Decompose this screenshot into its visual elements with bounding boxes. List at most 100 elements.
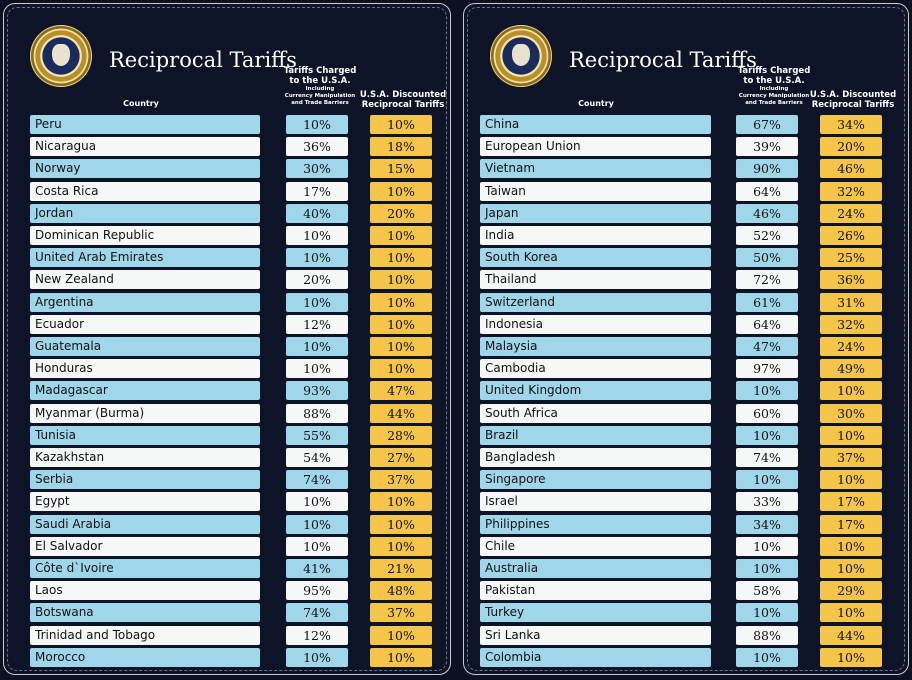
discounted-cell: 10% — [370, 536, 432, 556]
discounted-cell: 10% — [820, 381, 882, 401]
table-row: Saudi Arabia 10% 10% — [4, 514, 450, 534]
table-row: Israel 33% 17% — [464, 492, 908, 512]
discounted-cell: 49% — [820, 359, 882, 379]
charged-header-sub1: Including — [305, 86, 335, 92]
charged-cell: 10% — [736, 470, 798, 490]
charged-cell: 10% — [736, 425, 798, 445]
discounted-cell: 10% — [820, 470, 882, 490]
table-row: Dominican Republic 10% 10% — [4, 226, 450, 245]
discounted-cell: 28% — [370, 425, 432, 445]
table-row: Bangladesh 74% 37% — [464, 448, 908, 467]
country-cell: Chile — [480, 536, 711, 556]
table-row: Jordan 40% 20% — [4, 203, 450, 223]
right-panel: Reciprocal Tariffs Country Tariffs Charg… — [463, 3, 909, 675]
table-row: Switzerland 61% 31% — [464, 292, 908, 312]
panel-title: Reciprocal Tariffs — [569, 48, 757, 72]
table-row: South Africa 60% 30% — [464, 403, 908, 423]
discounted-cell: 15% — [370, 159, 432, 179]
table-row: Singapore 10% 10% — [464, 470, 908, 490]
charged-cell: 10% — [736, 647, 798, 667]
country-cell: Honduras — [30, 359, 260, 379]
charged-cell: 39% — [736, 137, 798, 157]
table-row: Ecuador 12% 10% — [4, 314, 450, 334]
discounted-cell: 10% — [370, 514, 432, 534]
charged-cell: 10% — [736, 603, 798, 623]
charged-header-sub3: and Trade Barriers — [291, 100, 349, 106]
charged-cell: 10% — [286, 248, 348, 268]
table-row: Norway 30% 15% — [4, 159, 450, 179]
discounted-cell: 10% — [820, 559, 882, 578]
country-cell: Turkey — [480, 603, 711, 623]
discounted-cell: 46% — [820, 159, 882, 179]
discounted-cell: 25% — [820, 248, 882, 268]
charged-cell: 34% — [736, 514, 798, 534]
charged-header-sub2: Currency Manipulation — [738, 93, 810, 99]
charged-cell: 36% — [286, 137, 348, 157]
discounted-cell: 18% — [370, 137, 432, 157]
charged-cell: 10% — [736, 381, 798, 401]
charged-cell: 52% — [736, 226, 798, 245]
charged-cell: 41% — [286, 559, 348, 578]
discount-header-line2: Reciprocal Tariffs — [361, 100, 445, 110]
presidential-seal-icon — [30, 25, 92, 87]
country-cell: Singapore — [480, 470, 711, 490]
country-cell: Colombia — [480, 647, 711, 667]
country-cell: Serbia — [30, 470, 260, 490]
table-row: Kazakhstan 54% 27% — [4, 448, 450, 467]
discounted-cell: 24% — [820, 203, 882, 223]
charged-cell: 40% — [286, 203, 348, 223]
country-cell: United Kingdom — [480, 381, 711, 401]
country-cell: South Korea — [480, 248, 711, 268]
country-cell: Tunisia — [30, 425, 260, 445]
country-cell: Nicaragua — [30, 137, 260, 157]
discounted-cell: 27% — [370, 448, 432, 467]
table-row: Cambodia 97% 49% — [464, 359, 908, 379]
discounted-cell: 24% — [820, 337, 882, 356]
country-cell: Indonesia — [480, 314, 711, 334]
country-cell: Norway — [30, 159, 260, 179]
charged-cell: 10% — [286, 359, 348, 379]
charged-cell: 20% — [286, 270, 348, 290]
table-row: India 52% 26% — [464, 226, 908, 245]
country-cell: India — [480, 226, 711, 245]
table-row: Brazil 10% 10% — [464, 425, 908, 445]
table-row: Guatemala 10% 10% — [4, 337, 450, 356]
table-row: Japan 46% 24% — [464, 203, 908, 223]
country-cell: Madagascar — [30, 381, 260, 401]
country-cell: Egypt — [30, 492, 260, 512]
discounted-cell: 17% — [820, 514, 882, 534]
charged-cell: 17% — [286, 181, 348, 201]
discounted-cell: 10% — [370, 292, 432, 312]
country-cell: Guatemala — [30, 337, 260, 356]
country-cell: Australia — [480, 559, 711, 578]
discounted-cell: 10% — [370, 625, 432, 645]
table-row: Laos 95% 48% — [4, 581, 450, 601]
charged-cell: 60% — [736, 403, 798, 423]
charged-cell: 72% — [736, 270, 798, 290]
charged-header-sub3: and Trade Barriers — [745, 100, 803, 106]
charged-cell: 58% — [736, 581, 798, 601]
discounted-cell: 30% — [820, 403, 882, 423]
table-row: Morocco 10% 10% — [4, 647, 450, 667]
country-cell: El Salvador — [30, 536, 260, 556]
charged-cell: 67% — [736, 115, 798, 134]
country-cell: Costa Rica — [30, 181, 260, 201]
country-cell: Thailand — [480, 270, 711, 290]
country-cell: Bangladesh — [480, 448, 711, 467]
discounted-cell: 10% — [370, 226, 432, 245]
country-cell: Vietnam — [480, 159, 711, 179]
country-cell: Côte d`Ivoire — [30, 559, 260, 578]
table-row: New Zealand 20% 10% — [4, 270, 450, 290]
discounted-cell: 10% — [820, 647, 882, 667]
discounted-cell: 10% — [370, 115, 432, 134]
table-row: Thailand 72% 36% — [464, 270, 908, 290]
table-row: Vietnam 90% 46% — [464, 159, 908, 179]
column-header-charged: Tariffs Charged to the U.S.A. Including … — [729, 66, 819, 107]
table-row: China 67% 34% — [464, 115, 908, 134]
discounted-cell: 26% — [820, 226, 882, 245]
presidential-seal-icon — [490, 25, 552, 87]
discounted-cell: 20% — [820, 137, 882, 157]
country-cell: Cambodia — [480, 359, 711, 379]
discount-header-line1: U.S.A. Discounted — [359, 90, 447, 100]
table-row: Pakistan 58% 29% — [464, 581, 908, 601]
